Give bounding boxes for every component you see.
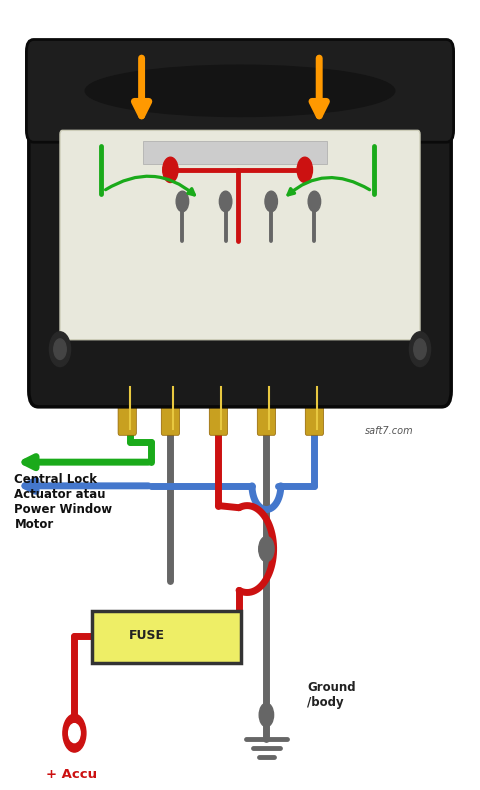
Text: Central Lock
Actuator atau
Power Window
Motor: Central Lock Actuator atau Power Window … (14, 472, 112, 531)
Circle shape (49, 332, 71, 367)
FancyBboxPatch shape (92, 611, 241, 663)
Circle shape (219, 191, 232, 212)
Circle shape (409, 332, 431, 367)
FancyBboxPatch shape (257, 379, 276, 435)
Circle shape (54, 339, 66, 359)
FancyBboxPatch shape (26, 40, 454, 142)
Circle shape (63, 714, 86, 752)
FancyBboxPatch shape (305, 379, 324, 435)
Circle shape (265, 191, 277, 212)
Circle shape (163, 157, 178, 182)
Circle shape (308, 191, 321, 212)
Text: Ground
/body: Ground /body (307, 681, 356, 709)
Text: saft7.com: saft7.com (365, 426, 413, 435)
FancyBboxPatch shape (118, 379, 136, 435)
FancyBboxPatch shape (161, 379, 180, 435)
FancyBboxPatch shape (60, 130, 420, 340)
Circle shape (69, 724, 80, 743)
FancyBboxPatch shape (29, 115, 451, 407)
Circle shape (297, 157, 312, 182)
Circle shape (259, 536, 274, 562)
FancyBboxPatch shape (143, 141, 327, 164)
Ellipse shape (85, 66, 395, 116)
Circle shape (414, 339, 426, 359)
FancyBboxPatch shape (209, 379, 228, 435)
Text: FUSE: FUSE (129, 630, 164, 642)
Text: + Accu: + Accu (47, 768, 97, 781)
Circle shape (259, 703, 274, 727)
Circle shape (176, 191, 189, 212)
